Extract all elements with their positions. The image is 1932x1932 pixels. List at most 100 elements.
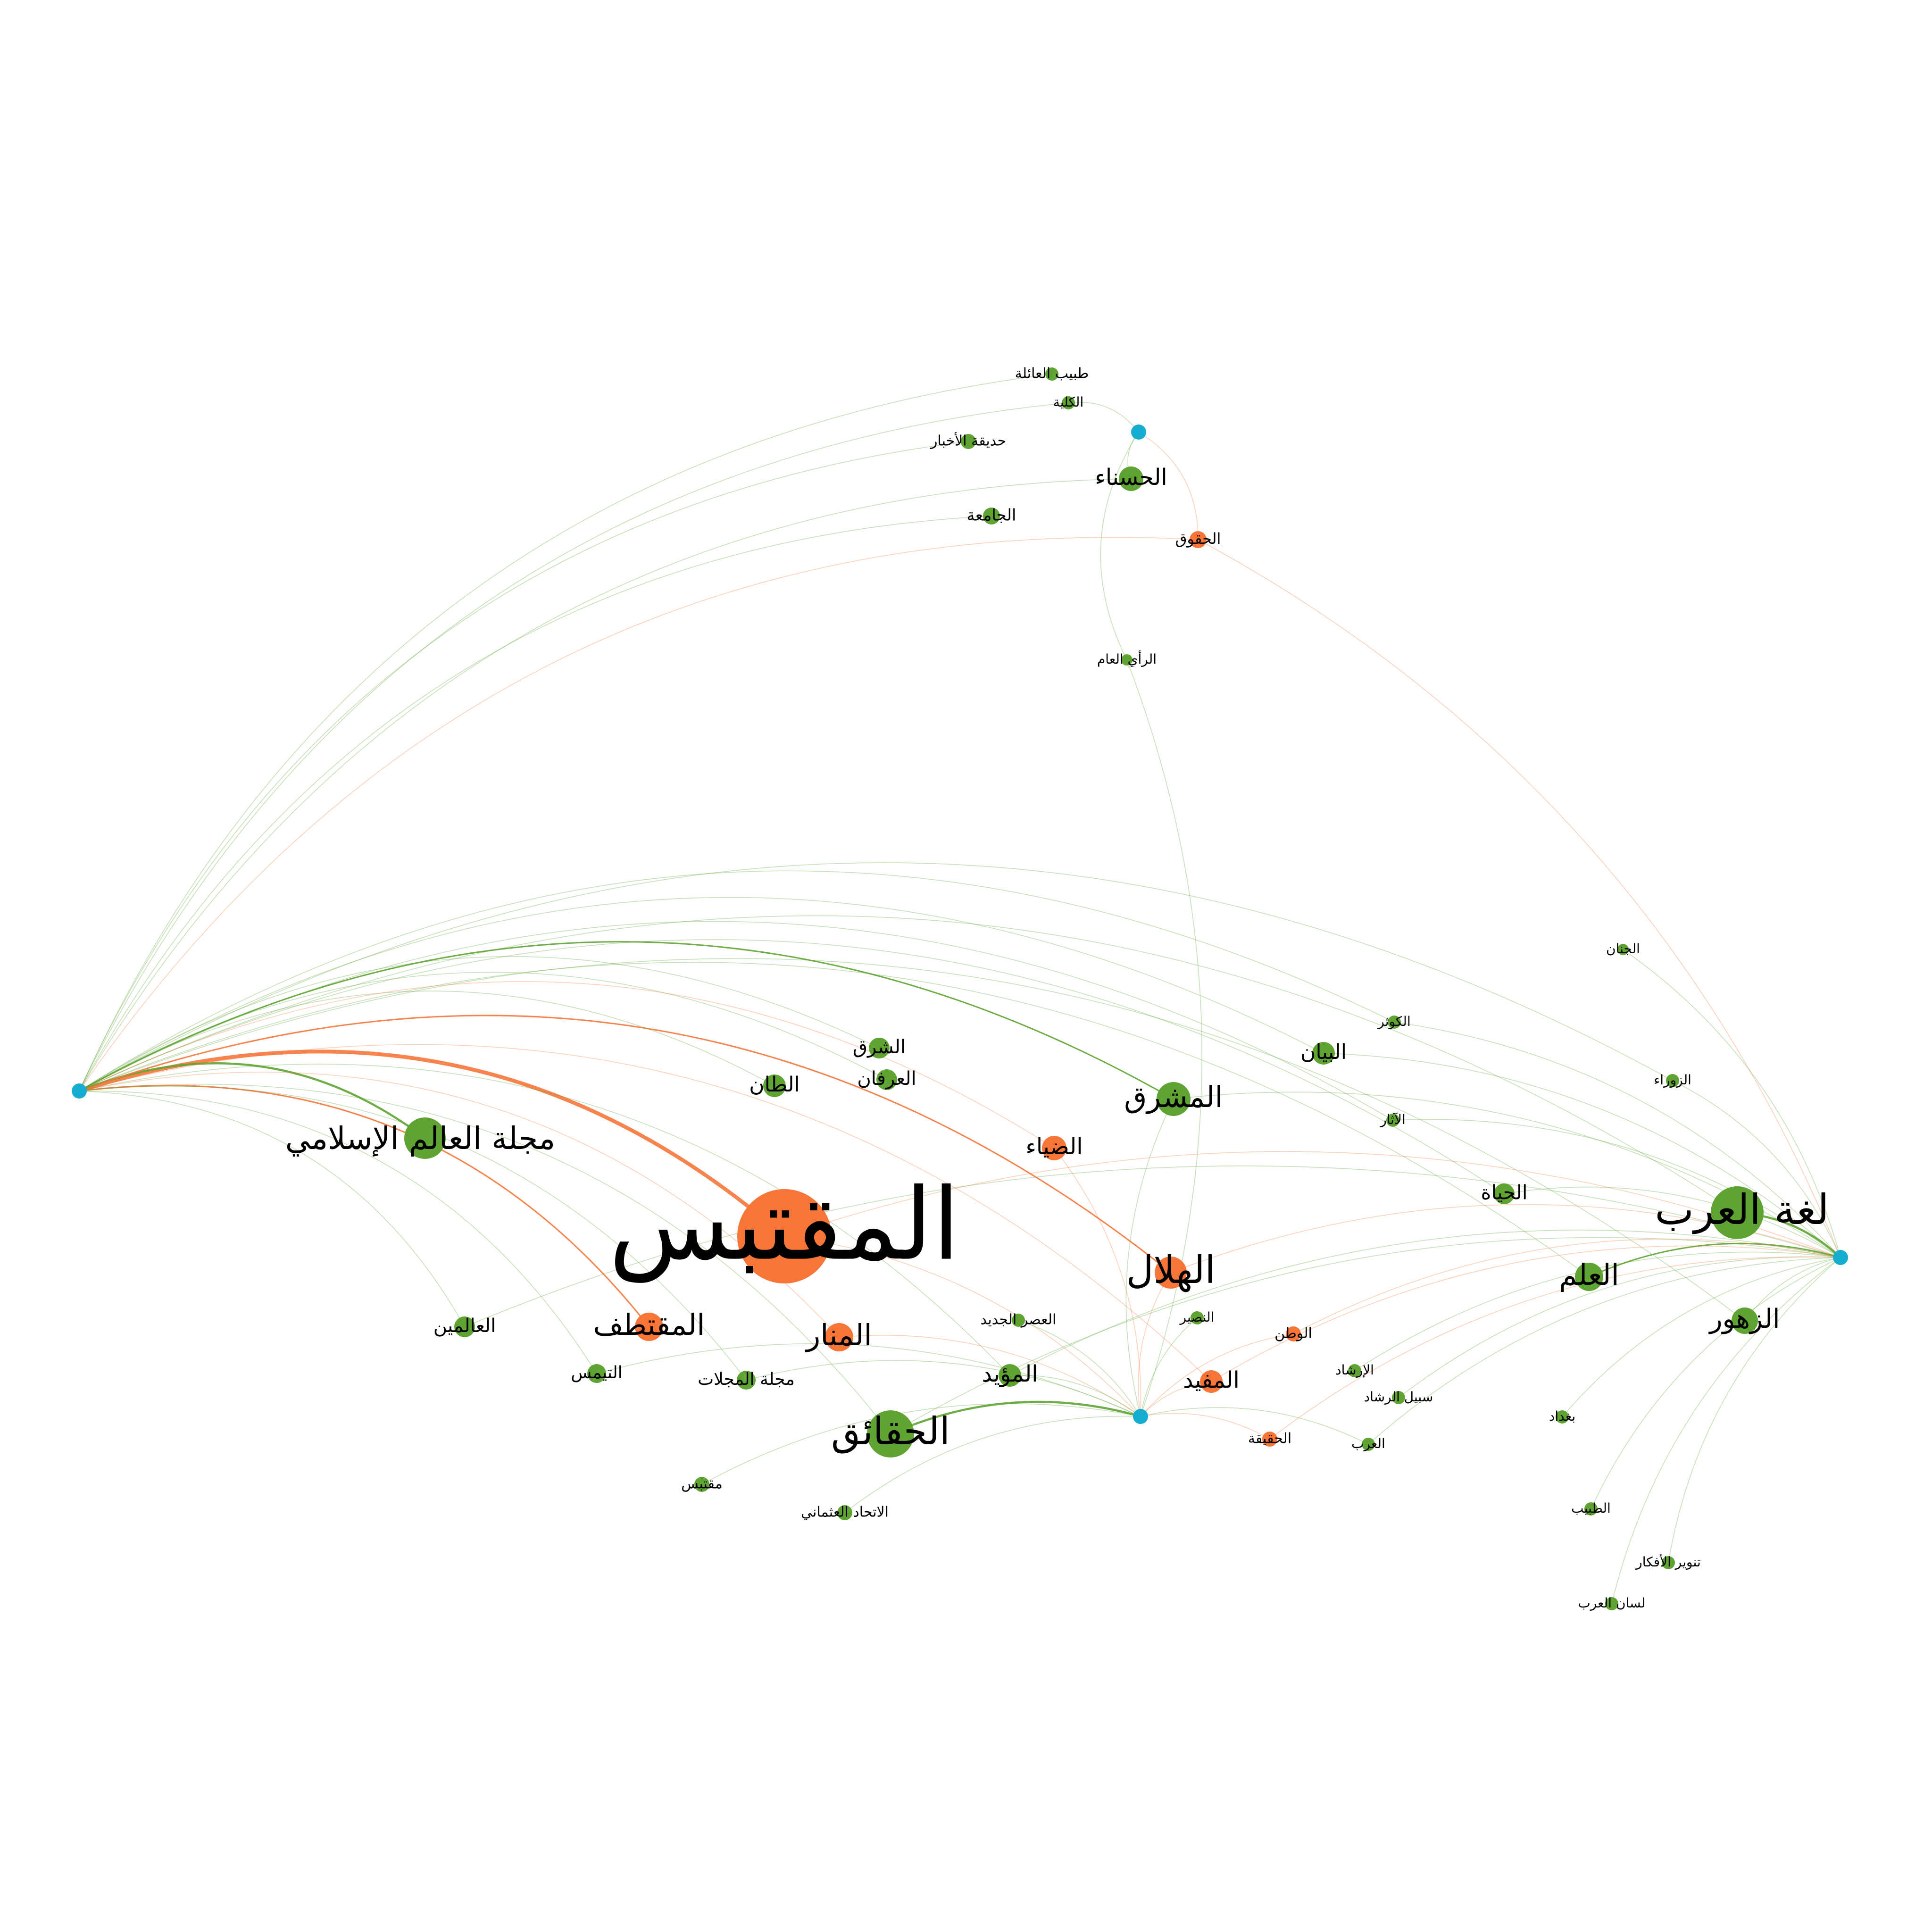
graph-node-n01 (737, 1189, 832, 1283)
edge (464, 1166, 1841, 1327)
node-label-n34: مقتبس (681, 1476, 723, 1492)
graph-node-n33 (1605, 1597, 1618, 1610)
graph-node-n30 (1556, 1410, 1569, 1424)
edge (1611, 1257, 1841, 1604)
graph-node-n24 (1191, 1311, 1204, 1324)
node-label-n25: الوطن (1274, 1325, 1312, 1342)
graph-node-n06 (1157, 1082, 1191, 1116)
node-label-n03: الحقائق (831, 1409, 950, 1454)
edge (79, 1083, 891, 1434)
edge (1138, 432, 1199, 540)
edge (1269, 1256, 1841, 1440)
node-label-n38: الزوراء (1654, 1072, 1691, 1088)
edge (79, 981, 1055, 1149)
edge (79, 1086, 747, 1381)
node-label-n12: الحسناء (1095, 464, 1167, 491)
edge (79, 862, 1673, 1091)
node-label-n14: المفيد (1183, 1367, 1240, 1393)
edge (79, 991, 775, 1091)
edge (844, 1416, 1141, 1513)
edge (79, 441, 969, 1091)
edge-layer (78, 374, 1841, 1604)
node-label-n30: بغداد (1549, 1408, 1575, 1424)
node-label-n11: الضياء (1025, 1133, 1083, 1160)
node-label-n41: الكلية (1053, 394, 1084, 410)
node-label-n40: طبيب العائلة (1015, 366, 1089, 382)
edge (1562, 1257, 1841, 1417)
edge (78, 1049, 786, 1238)
graph-node-n15 (1312, 1042, 1335, 1065)
node-label-n02: مجلة العالم الإسلامي (285, 1120, 556, 1157)
graph-node-n11 (1042, 1136, 1066, 1160)
node-layer (72, 367, 1848, 1610)
edge (79, 1084, 650, 1327)
edge (79, 478, 1132, 1091)
graph-node-n18 (869, 1038, 890, 1058)
graph-node-n41 (1062, 396, 1075, 409)
edge (1140, 1413, 1270, 1440)
edge (1018, 1320, 1141, 1417)
graph-node-n23 (1012, 1314, 1025, 1327)
node-label-n23: العصر الجديد (981, 1312, 1057, 1328)
edge (79, 870, 1395, 1091)
node-label-n43: الجامعة (967, 506, 1016, 525)
edge (79, 402, 1069, 1091)
edge (1054, 1148, 1141, 1417)
node-label-n39: الجنان (1606, 941, 1640, 957)
edge (79, 1064, 1010, 1376)
node-label-n36: الآثار (1379, 1112, 1406, 1127)
node-label-n06: المشرق (1124, 1080, 1223, 1114)
graph-node-n29 (1362, 1438, 1375, 1451)
edge (1140, 1317, 1198, 1417)
edge (1100, 432, 1139, 660)
edge (1392, 1119, 1841, 1258)
edge (1140, 1407, 1369, 1445)
edge (1068, 401, 1139, 433)
node-label-n42: حديقة الأخبار (930, 432, 1006, 450)
node-label-n35: الاتحاد العثماني (801, 1504, 889, 1521)
graph-node-n09 (1575, 1263, 1603, 1291)
graph-node-n44 (1190, 531, 1207, 548)
edge (784, 1151, 1841, 1258)
node-label-n09: العلم (1559, 1257, 1619, 1292)
edge (79, 939, 1505, 1194)
edge (79, 1044, 1212, 1382)
node-label-n18: الشرق (853, 1036, 906, 1058)
edge (1198, 539, 1841, 1258)
graph-node-n02 (404, 1117, 446, 1159)
graph-node-n07 (825, 1323, 853, 1351)
graph-node-n37 (1388, 1016, 1401, 1029)
node-label-n17: الطان (749, 1073, 799, 1097)
graph-node-n05 (1711, 1186, 1764, 1239)
node-label-n05: لغة العرب (1655, 1185, 1829, 1234)
edge (79, 962, 1590, 1277)
edge (1398, 1256, 1841, 1398)
node-label-n44: الحقوق (1175, 530, 1221, 548)
edge (1504, 1186, 1841, 1258)
edge (1744, 1257, 1841, 1321)
graph-node-n42 (961, 434, 976, 449)
edge (79, 956, 880, 1091)
node-label-n31: الطبيب (1571, 1500, 1611, 1516)
graph-node-n22 (737, 1371, 756, 1390)
node-label-n19: العرفان (857, 1068, 916, 1090)
graph-node-n43 (983, 508, 1000, 525)
node-label-n37: الكوثر (1377, 1014, 1410, 1029)
node-label-n28: الحقيقة (1248, 1431, 1291, 1447)
edge (79, 897, 1324, 1091)
graph-node-n32 (1662, 1556, 1675, 1569)
edge (1126, 659, 1202, 1417)
edge (701, 1403, 1141, 1485)
edge (784, 1236, 1141, 1417)
graph-node-n36 (1386, 1114, 1399, 1127)
graph-node-n26 (1348, 1364, 1361, 1377)
edge (79, 1091, 465, 1327)
graph-node-n12 (1119, 466, 1143, 491)
edge (79, 1091, 597, 1374)
edge (746, 1360, 1141, 1417)
node-label-n22: مجلة المجلات (698, 1370, 795, 1389)
edge (1140, 1333, 1294, 1417)
graph-node-n39 (1617, 944, 1629, 955)
edge (79, 915, 1738, 1213)
